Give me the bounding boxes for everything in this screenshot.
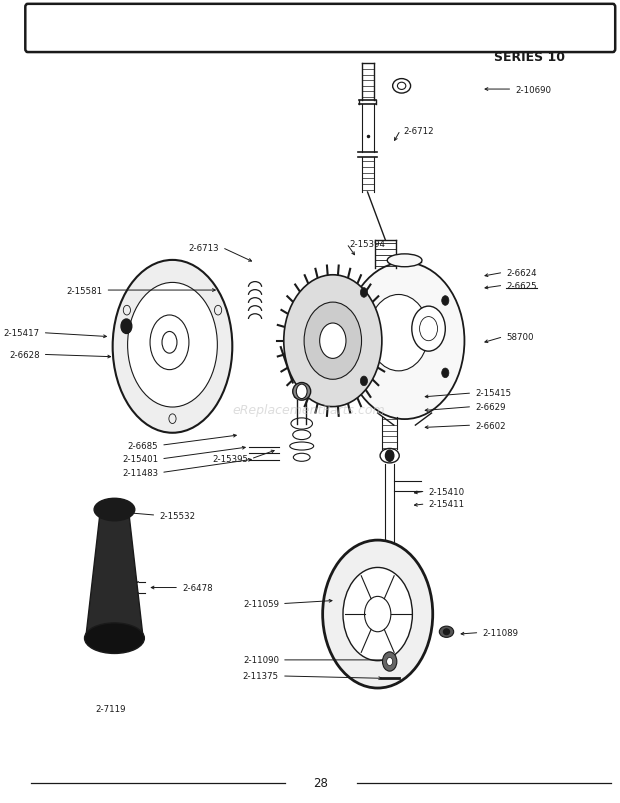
Text: SERIES 10: SERIES 10 (494, 51, 565, 64)
Text: 2-7119: 2-7119 (95, 703, 125, 713)
Text: 2-11059: 2-11059 (243, 599, 279, 609)
Text: 2-6602: 2-6602 (475, 421, 506, 430)
Circle shape (365, 597, 391, 632)
Circle shape (383, 652, 397, 671)
Text: eReplacementParts.com: eReplacementParts.com (232, 403, 385, 416)
Circle shape (320, 324, 346, 359)
Text: 2-11089: 2-11089 (482, 628, 518, 638)
Text: 2-15417: 2-15417 (4, 328, 40, 338)
Ellipse shape (113, 261, 232, 434)
Text: 28: 28 (314, 777, 329, 789)
Circle shape (322, 540, 433, 688)
Ellipse shape (128, 283, 218, 408)
Circle shape (387, 658, 392, 666)
Circle shape (360, 288, 368, 298)
Text: 2-15401: 2-15401 (122, 454, 158, 464)
Text: 2-15395: 2-15395 (212, 454, 248, 464)
Text: ORBITAL TRANSMISSION: ORBITAL TRANSMISSION (292, 22, 494, 36)
Text: 2-6625: 2-6625 (507, 281, 537, 291)
FancyBboxPatch shape (25, 5, 615, 53)
Text: 2-15532: 2-15532 (159, 511, 195, 520)
Ellipse shape (84, 623, 144, 654)
Ellipse shape (293, 383, 311, 401)
Text: 2-15394: 2-15394 (350, 239, 386, 249)
Text: 2-10690: 2-10690 (515, 85, 551, 95)
Ellipse shape (380, 449, 399, 463)
Text: 2-11090: 2-11090 (243, 655, 279, 665)
Text: 2-11483: 2-11483 (122, 468, 158, 478)
Circle shape (441, 369, 449, 378)
Text: 2-6624: 2-6624 (507, 268, 537, 278)
Ellipse shape (369, 296, 428, 371)
Circle shape (296, 385, 307, 399)
Text: 2-6713: 2-6713 (188, 243, 219, 253)
Text: 2-15415: 2-15415 (475, 389, 512, 398)
Circle shape (441, 296, 449, 306)
Circle shape (121, 320, 132, 334)
Text: ALL MODELS: ALL MODELS (55, 22, 149, 35)
Text: 2-6712: 2-6712 (404, 126, 434, 136)
Ellipse shape (345, 263, 464, 419)
Text: 58700: 58700 (507, 332, 534, 342)
Text: 2-11375: 2-11375 (243, 671, 279, 681)
Circle shape (412, 307, 445, 352)
Text: 2-15411: 2-15411 (428, 499, 464, 509)
Text: 2-6685: 2-6685 (128, 441, 158, 450)
Circle shape (284, 275, 382, 407)
Circle shape (360, 377, 368, 386)
Text: 2-6629: 2-6629 (475, 402, 506, 412)
Text: 2-15581: 2-15581 (66, 286, 102, 296)
Ellipse shape (443, 630, 449, 634)
Ellipse shape (440, 626, 454, 638)
Text: 2-6628: 2-6628 (9, 350, 40, 360)
Polygon shape (86, 518, 143, 638)
Circle shape (343, 568, 412, 661)
Text: 2-15410: 2-15410 (428, 487, 464, 496)
Ellipse shape (94, 499, 135, 521)
Circle shape (386, 450, 394, 462)
Circle shape (304, 303, 361, 380)
Text: 2-6478: 2-6478 (182, 583, 213, 593)
Ellipse shape (388, 255, 422, 267)
